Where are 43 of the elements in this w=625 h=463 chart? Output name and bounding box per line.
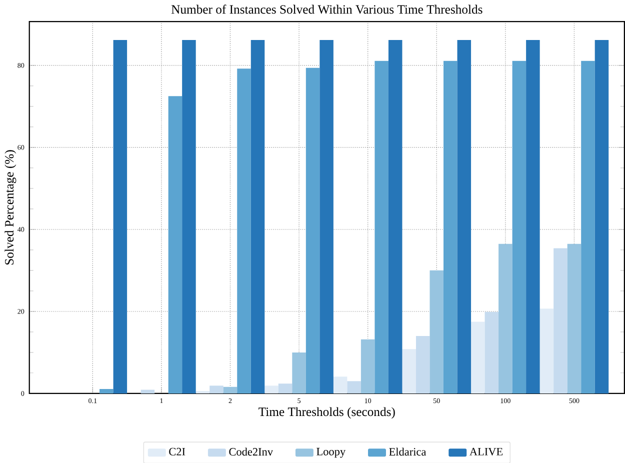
bar: [347, 380, 361, 394]
bar: [210, 385, 224, 394]
bar: [594, 40, 609, 394]
bar: [250, 40, 265, 394]
x-axis-title: Time Thresholds (seconds): [258, 406, 395, 418]
bar: [498, 244, 512, 394]
bar: [540, 308, 554, 394]
bar: [526, 40, 540, 394]
legend-label: Code2Inv: [229, 447, 274, 456]
bar: [333, 376, 348, 394]
bar: [140, 390, 155, 394]
y-axis-title: Solved Percentage (%): [4, 150, 16, 264]
bar: [374, 60, 388, 394]
legend-label: ALIVE: [470, 448, 503, 456]
bar: [223, 386, 238, 394]
bar: [360, 339, 375, 394]
bar: [168, 96, 182, 394]
bar: [278, 383, 292, 394]
bar: [430, 270, 444, 394]
legend-label: C2I: [169, 448, 186, 456]
bar: [512, 60, 526, 394]
bar: [484, 312, 499, 394]
bar: [113, 40, 128, 394]
legend-label: Loopy: [316, 448, 346, 458]
bar: [444, 60, 458, 394]
bar: [567, 244, 582, 394]
bar: [237, 68, 251, 394]
bar: [292, 352, 306, 394]
bar: [320, 40, 334, 394]
legend-label: Eldarica: [389, 447, 426, 456]
bar: [457, 40, 472, 394]
bar: [402, 348, 416, 394]
chart-title: Number of Instances Solved Within Various Time Thresholds: [171, 4, 482, 14]
bar: [306, 68, 320, 394]
bar: [416, 336, 430, 394]
bar: [264, 385, 278, 394]
bar: [554, 248, 568, 394]
bar: [196, 390, 210, 394]
bar: [471, 321, 485, 394]
bar: [100, 388, 114, 394]
bar: [388, 40, 402, 394]
bar: [581, 60, 595, 394]
bar: [182, 40, 196, 394]
